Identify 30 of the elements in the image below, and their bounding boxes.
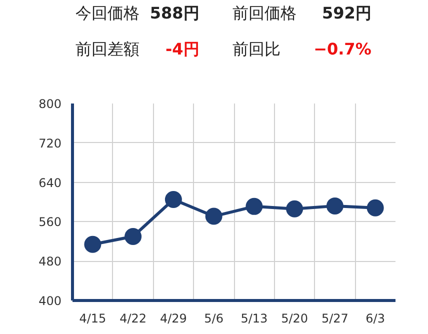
x-tick-label: 4/22: [120, 312, 147, 326]
point: [286, 200, 304, 218]
point: [246, 198, 263, 215]
point: [164, 191, 182, 208]
point: [366, 199, 384, 216]
text: 588円: [150, 4, 200, 22]
y-tick-label: 400: [38, 294, 62, 308]
x-tick-label: 5/6: [204, 312, 224, 326]
text: 前回価格: [232, 4, 296, 22]
point: [124, 228, 142, 245]
y-tick-label: 800: [38, 97, 62, 111]
y-tick-label: 640: [38, 176, 62, 190]
x-tick-label: 5/27: [321, 312, 348, 326]
point: [205, 208, 222, 225]
text: 前回比: [232, 40, 280, 58]
y-tick-label: 480: [38, 254, 62, 269]
y-tick-label: 720: [38, 136, 62, 150]
text: 今回価格: [76, 4, 140, 22]
text: −0.7%: [314, 40, 372, 58]
point: [326, 197, 344, 214]
text: -4円: [166, 40, 200, 58]
x-tick-label: 5/20: [281, 312, 308, 326]
x-tick-label: 5/13: [240, 312, 268, 326]
x-tick-label: 6/3: [366, 312, 385, 326]
text: 前回差額: [76, 40, 140, 58]
x-tick-label: 4/15: [79, 312, 106, 326]
point: [84, 236, 102, 253]
y-tick-label: 560: [38, 215, 62, 230]
x-tick-label: 4/29: [160, 312, 187, 326]
text: 592円: [322, 4, 372, 22]
